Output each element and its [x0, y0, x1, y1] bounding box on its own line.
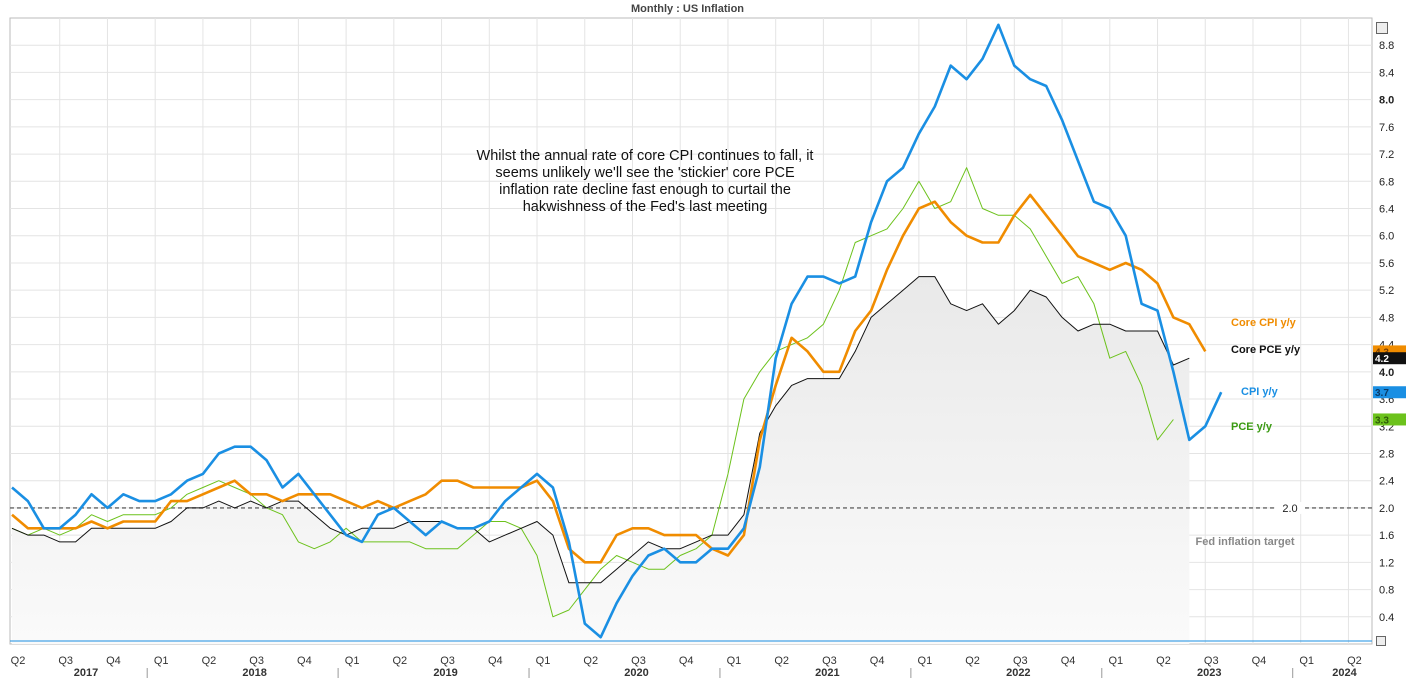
- y-tick-label: 2.4: [1379, 476, 1394, 488]
- x-year-label: 2019: [433, 667, 457, 679]
- fed-target-caption: Fed inflation target: [1195, 536, 1295, 548]
- x-quarter-label: Q2: [774, 655, 789, 667]
- x-quarter-label: Q2: [1156, 655, 1171, 667]
- x-quarter-label: Q4: [488, 655, 503, 667]
- pce-label: PCE y/y: [1231, 421, 1273, 433]
- x-quarter-label: Q3: [1013, 655, 1028, 667]
- y-tick-label: 2.0: [1379, 503, 1394, 515]
- x-year-label: 2020: [624, 667, 648, 679]
- core-cpi-line: [11, 193, 1207, 564]
- chart-scale-icon[interactable]: [1376, 636, 1386, 646]
- badge-value: 3.3: [1375, 415, 1389, 426]
- x-quarter-label: Q4: [1061, 655, 1076, 667]
- core-pce-line: [11, 276, 1190, 584]
- y-tick-label: 8.8: [1379, 40, 1394, 52]
- y-tick-label: 4.0: [1379, 367, 1394, 379]
- y-axis: 0.40.81.21.62.02.42.83.23.64.04.44.85.25…: [1379, 40, 1394, 624]
- y-tick-label: 8.4: [1379, 67, 1394, 79]
- x-quarter-label: Q3: [249, 655, 264, 667]
- chart-title: Monthly : US Inflation: [630, 3, 745, 15]
- y-tick-label: 8.0: [1379, 95, 1394, 107]
- y-tick-label: 0.4: [1379, 612, 1394, 624]
- x-quarter-label: Q3: [440, 655, 455, 667]
- core-pce-label: Core PCE y/y: [1231, 344, 1301, 356]
- y-tick-label: 2.8: [1379, 448, 1394, 460]
- y-tick-label: 7.2: [1379, 149, 1394, 161]
- y-tick-label: 5.2: [1379, 285, 1394, 297]
- fed-target-value: 2.0: [1282, 503, 1297, 515]
- x-quarter-label: Q1: [727, 655, 742, 667]
- x-quarter-label: Q4: [1252, 655, 1267, 667]
- y-tick-label: 6.8: [1379, 176, 1394, 188]
- x-quarter-label: Q2: [11, 655, 26, 667]
- y-tick-label: 0.8: [1379, 585, 1394, 597]
- x-quarter-label: Q2: [583, 655, 598, 667]
- pce-line: [11, 167, 1174, 618]
- x-quarter-label: Q3: [58, 655, 73, 667]
- fed-target-label-backdrop: [1275, 501, 1305, 514]
- cpi-badge: [1373, 386, 1406, 399]
- x-quarter-label: Q2: [392, 655, 407, 667]
- core-pce-shaded-area: [12, 276, 1190, 644]
- x-quarter-label: Q1: [345, 655, 360, 667]
- x-year-label: 2021: [815, 667, 839, 679]
- chart-settings-icon[interactable]: [1376, 22, 1388, 34]
- last-value-badges: 3.74.34.23.3: [1373, 345, 1406, 426]
- y-tick-label: 7.6: [1379, 122, 1394, 134]
- badge-value: 4.2: [1375, 354, 1389, 365]
- x-quarter-label: Q4: [870, 655, 885, 667]
- y-tick-label: 6.0: [1379, 231, 1394, 243]
- x-quarter-label: Q4: [297, 655, 312, 667]
- y-tick-label: 6.4: [1379, 204, 1394, 216]
- x-quarter-label: Q2: [202, 655, 217, 667]
- badge-value: 3.7: [1375, 388, 1389, 399]
- x-year-label: 2024: [1332, 667, 1357, 679]
- x-quarter-label: Q4: [106, 655, 121, 667]
- cpi-label: CPI y/y: [1241, 386, 1279, 398]
- x-year-label: 2017: [74, 667, 98, 679]
- x-quarter-label: Q3: [631, 655, 646, 667]
- x-quarter-label: Q1: [1108, 655, 1123, 667]
- core-pce-badge: [1373, 352, 1406, 365]
- x-quarter-label: Q1: [918, 655, 933, 667]
- x-axis: Q2 Q3 Q4 Q1 Q2 Q3 Q4 Q1 Q2 Q3 Q4 Q1 Q2 Q3 Q4 Q1 Q2 Q3 Q4 Q1…: [11, 655, 1362, 679]
- x-quarter-label: Q2: [1347, 655, 1362, 667]
- chart-annotation: Whilst the annual rate of core CPI conti…: [476, 148, 814, 215]
- x-year-label: 2018: [242, 667, 266, 679]
- x-quarter-label: Q3: [822, 655, 837, 667]
- pce-badge: [1373, 413, 1406, 426]
- y-tick-label: 4.8: [1379, 312, 1394, 324]
- x-quarter-label: Q1: [536, 655, 551, 667]
- y-tick-label: 1.2: [1379, 557, 1394, 569]
- series-lines: [11, 23, 1223, 639]
- x-quarter-label: Q3: [1204, 655, 1219, 667]
- y-tick-label: 5.6: [1379, 258, 1394, 270]
- x-quarter-label: Q2: [965, 655, 980, 667]
- x-quarter-label: Q4: [679, 655, 694, 667]
- x-quarter-label: Q1: [154, 655, 169, 667]
- series-labels: Core CPI y/y Core PCE y/y CPI y/y PCE y/…: [1231, 317, 1301, 433]
- cpi-line: [11, 23, 1223, 639]
- x-quarter-label: Q1: [1299, 655, 1314, 667]
- core-cpi-label: Core CPI y/y: [1231, 317, 1297, 329]
- x-year-label: 2023: [1197, 667, 1221, 679]
- x-year-label: 2022: [1006, 667, 1030, 679]
- y-tick-label: 1.6: [1379, 530, 1394, 542]
